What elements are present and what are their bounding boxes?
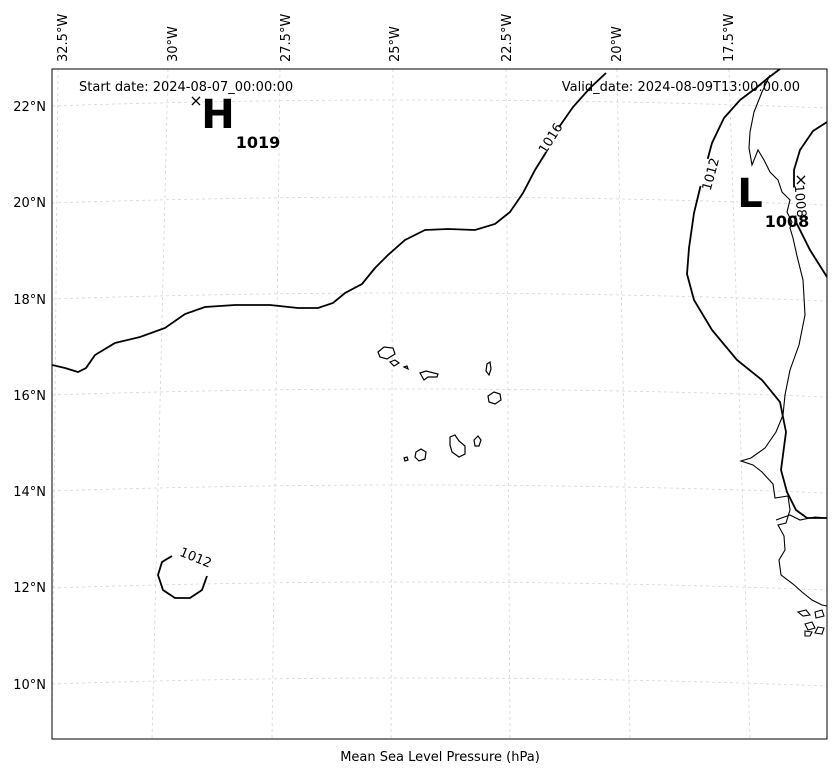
isobar-1008 xyxy=(793,121,827,278)
graticule xyxy=(52,69,827,739)
high-pressure-center: × H 1019 xyxy=(189,91,280,152)
lat-label-22n: 22°N xyxy=(13,100,46,115)
cape-verde-islands xyxy=(377,346,502,462)
isobar-1012-east xyxy=(686,69,827,519)
map-frame xyxy=(51,68,828,740)
africa-coastline xyxy=(739,74,827,637)
isobars xyxy=(52,69,827,599)
lon-label-25w: 25°W xyxy=(388,26,403,62)
island-brava xyxy=(403,456,409,462)
lon-label-22-5w: 22.5°W xyxy=(500,14,515,62)
contour-label-1008: 1008 xyxy=(791,184,809,218)
lat-label-20n: 20°N xyxy=(13,196,46,211)
high-center-marker: × xyxy=(189,91,202,110)
island-maio xyxy=(473,435,482,447)
island-boa-vista xyxy=(487,391,502,405)
valid-date-label: Valid_date: 2024-08-09T13:00:00.00 xyxy=(562,80,800,95)
low-pressure-center: × L 1008 xyxy=(737,170,809,231)
start-date-label: Start date: 2024-08-07_00:00:00 xyxy=(79,80,293,95)
lon-label-32-5w: 32.5°W xyxy=(56,14,71,62)
longitude-labels: 32.5°W 30°W 27.5°W 25°W 22.5°W 20°W 17.5… xyxy=(56,14,737,62)
island-sao-vicente xyxy=(388,359,401,367)
lat-label-14n: 14°N xyxy=(13,485,46,500)
high-center-value: 1019 xyxy=(236,133,281,152)
lat-label-16n: 16°N xyxy=(13,389,46,404)
isobar-1012-west xyxy=(157,555,208,599)
lat-label-12n: 12°N xyxy=(13,581,46,596)
coastline-bijagos xyxy=(796,609,825,637)
high-center-symbol: H xyxy=(201,92,234,138)
island-fogo xyxy=(414,448,427,462)
contour-label-1012-west: 1012 xyxy=(177,545,213,571)
lon-label-30w: 30°W xyxy=(166,26,181,62)
map-area: 1016 1012 1012 1008 × H 1019 × L 1008 xyxy=(52,69,827,739)
island-santa-luzia xyxy=(402,365,410,371)
low-center-symbol: L xyxy=(737,171,763,217)
island-santiago xyxy=(449,434,466,458)
isobar-1016 xyxy=(52,72,607,373)
island-sal xyxy=(485,360,492,377)
latitude-labels: 22°N 20°N 18°N 16°N 14°N 12°N 10°N xyxy=(13,100,46,693)
lon-label-20w: 20°W xyxy=(610,26,625,62)
contour-label-1012-east: 1012 xyxy=(700,156,723,192)
contour-labels: 1016 1012 1012 1008 xyxy=(177,121,811,572)
island-sao-nicolau xyxy=(419,370,439,381)
lon-label-27-5w: 27.5°W xyxy=(279,14,294,62)
lon-label-17-5w: 17.5°W xyxy=(722,14,737,62)
island-santo-antao xyxy=(377,346,396,360)
low-center-value: 1008 xyxy=(765,212,810,231)
low-center-marker: × xyxy=(794,170,807,189)
lat-label-18n: 18°N xyxy=(13,293,46,308)
map-caption: Mean Sea Level Pressure (hPa) xyxy=(340,750,540,765)
coastline-mainland xyxy=(739,74,827,607)
lat-label-10n: 10°N xyxy=(13,678,46,693)
